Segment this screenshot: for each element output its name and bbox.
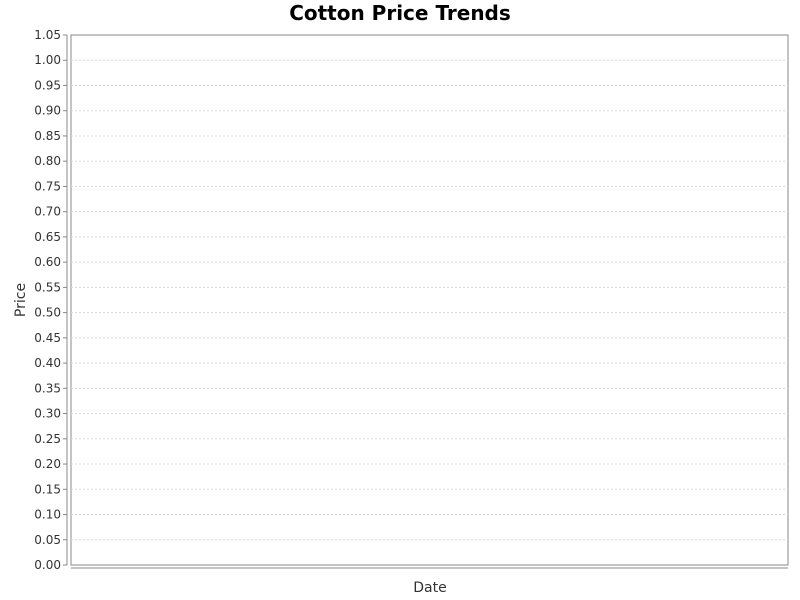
y-axis-ticks: 0.00 0.05 0.10 0.15 0.20 0.25 0.30 0.35 0.40 0.45… [34,28,67,572]
y-axis-label: Price [13,283,29,317]
y-tick-label: 0.45 [34,331,61,345]
y-tick-label: 0.35 [34,381,61,395]
plot-area [70,34,789,566]
y-tick-label: 0.20 [34,457,61,471]
y-tick-label: 0.95 [34,78,61,92]
y-tick-label: 0.15 [34,482,61,496]
y-tick-label: 0.00 [34,558,61,572]
y-tick-label: 0.40 [34,356,61,370]
y-tick-label: 0.50 [34,306,61,320]
grid-lines [71,59,788,541]
y-tick-label: 0.90 [34,104,61,118]
y-tick-label: 0.10 [34,508,61,522]
y-tick-label: 0.30 [34,407,61,421]
y-tick-label: 0.05 [34,533,61,547]
y-tick-label: 0.75 [34,179,61,193]
y-tick-label: 1.00 [34,53,61,67]
y-tick-label: 0.70 [34,205,61,219]
chart-title: Cotton Price Trends [289,1,511,25]
x-axis-label: Date [413,580,446,596]
y-tick-label: 0.65 [34,230,61,244]
y-tick-label: 1.05 [34,28,61,42]
y-tick-label: 0.85 [34,129,61,143]
y-tick-label: 0.80 [34,154,61,168]
y-tick-label: 0.55 [34,280,61,294]
y-tick-label: 0.60 [34,255,61,269]
y-tick-label: 0.25 [34,432,61,446]
